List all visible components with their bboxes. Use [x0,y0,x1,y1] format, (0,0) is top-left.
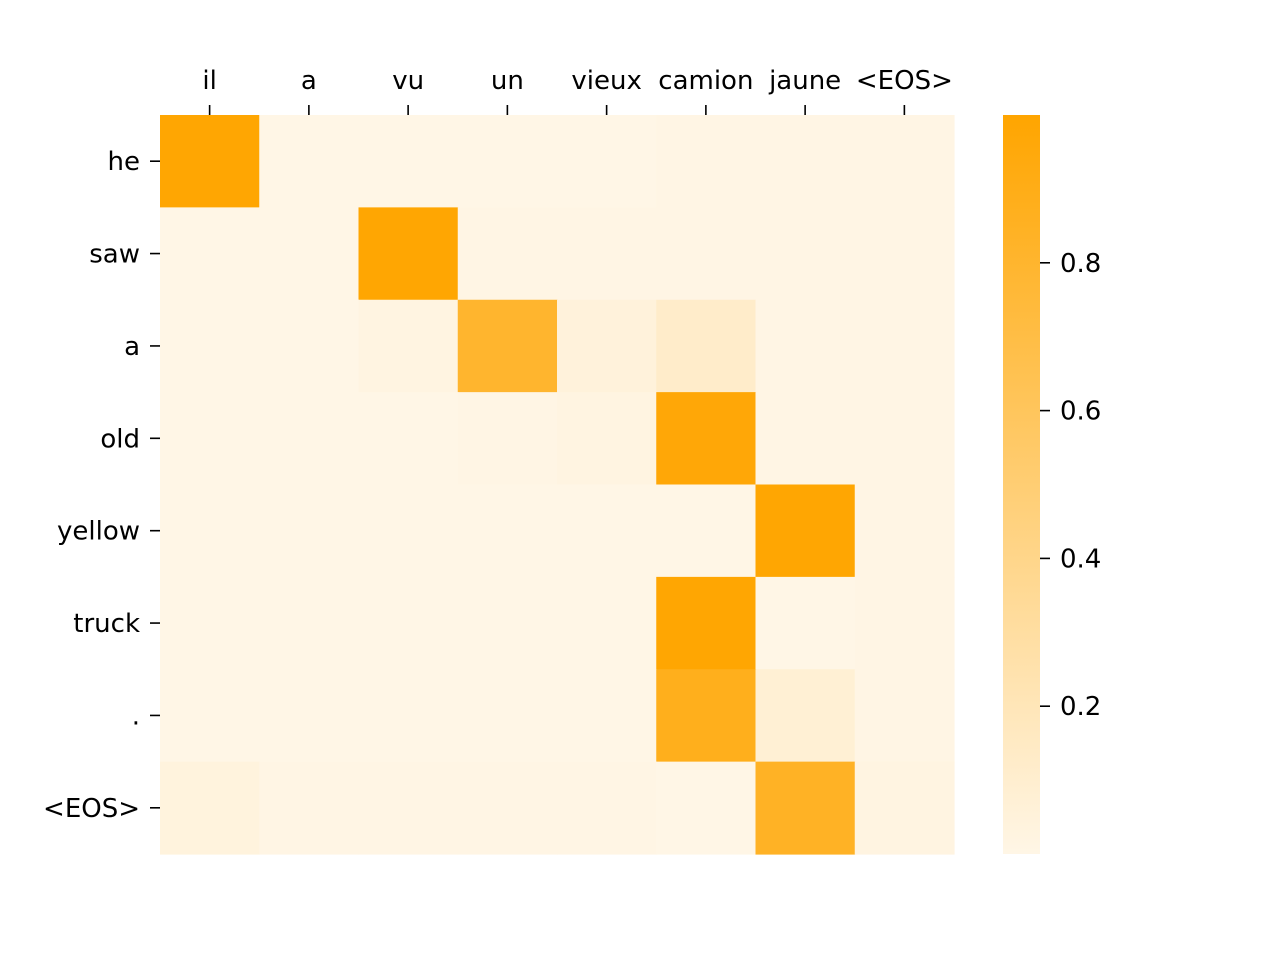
heatmap-cell [755,484,856,578]
heatmap-cell [457,207,558,301]
heatmap-cell [160,669,260,763]
x-tick-label: vieux [571,66,641,96]
y-tick-label: yellow [57,517,140,547]
heatmap-cell [854,576,955,670]
colorbar-tick-label: 0.8 [1060,249,1101,279]
colorbar-tick-label: 0.6 [1060,397,1101,427]
heatmap-cell [457,392,558,486]
heatmap-cell [656,392,757,486]
heatmap-cell [259,115,360,208]
heatmap-cell [656,115,757,208]
heatmap-cell [557,761,657,855]
heatmap-cell [557,115,657,208]
colorbar-tick-label: 0.2 [1060,692,1101,722]
heatmap-cell [854,299,955,393]
heatmap-cell [854,115,955,208]
heatmap-cell [557,576,657,670]
heatmap-cell [457,299,558,393]
heatmap-cell [457,115,558,208]
x-tick-label: <EOS> [856,66,953,96]
heatmap-cell [656,207,757,301]
colorbar-gradient [1003,115,1040,854]
heatmap-cell [656,761,757,855]
heatmap-cell [259,761,360,855]
heatmap-cell [160,484,260,578]
y-tick-label: <EOS> [43,794,140,824]
heatmap-cell [755,576,856,670]
heatmap-cell [358,761,459,855]
heatmap-cell [358,484,459,578]
y-tick-label: truck [73,609,140,639]
heatmap-cell [656,299,757,393]
heatmap-cell [656,576,757,670]
heatmap-cell [160,761,260,855]
heatmap-cell [854,761,955,855]
heatmap-cell [160,392,260,486]
y-axis-ticks: he saw a old yellow truck. <EOS> [43,147,160,824]
heatmap-cell [259,669,360,763]
heatmap-cell [755,207,856,301]
heatmap-cell [358,299,459,393]
heatmap-cell [755,115,856,208]
heatmap-cell [457,484,558,578]
heatmap-cell [160,207,260,301]
heatmap-cell [259,392,360,486]
heatmap-cell [755,299,856,393]
heatmap-cell [358,576,459,670]
heatmap-cell [557,299,657,393]
heatmap-cell [656,484,757,578]
heatmap-cell [854,484,955,578]
x-tick-label: jaune [768,66,841,96]
y-tick-label: saw [89,240,140,270]
colorbar-ticks: 0.2 0.4 0.6 0.8 [1040,249,1101,722]
heatmap-cell [557,484,657,578]
heatmap-cell [160,299,260,393]
y-tick-label: a [124,332,140,362]
heatmap-cell [259,576,360,670]
heatmap-cell [755,669,856,763]
colorbar [1003,115,1040,854]
colorbar-tick-label: 0.4 [1060,544,1101,574]
heatmap-cell [358,207,459,301]
x-tick-label: il [202,66,216,96]
heatmap-cell [854,392,955,486]
y-tick-label: . [132,701,140,731]
heatmap-cell [160,576,260,670]
heatmap-cell [557,669,657,763]
heatmap-cell [259,299,360,393]
heatmap-cell [160,115,260,208]
heatmap-cell [755,761,856,855]
heatmap-cell [854,669,955,763]
x-tick-label: un [491,66,524,96]
heatmap-cell [755,392,856,486]
heatmap-cell [457,761,558,855]
y-tick-label: he [108,147,140,177]
heatmap-cell [358,115,459,208]
heatmap-cell [656,669,757,763]
heatmap-cells [160,115,955,855]
heatmap-cell [358,669,459,763]
heatmap-cell [557,392,657,486]
heatmap-cell [259,484,360,578]
x-tick-label: a [301,66,317,96]
heatmap-cell [457,576,558,670]
heatmap-cell [358,392,459,486]
heatmap-cell [854,207,955,301]
heatmap-cell [557,207,657,301]
heatmap-cell [259,207,360,301]
x-axis-ticks: il a vu un vieux camion jaune <EOS> [202,66,953,115]
heatmap-cell [457,669,558,763]
y-tick-label: old [100,424,140,454]
x-tick-label: camion [658,66,753,96]
x-tick-label: vu [392,66,424,96]
